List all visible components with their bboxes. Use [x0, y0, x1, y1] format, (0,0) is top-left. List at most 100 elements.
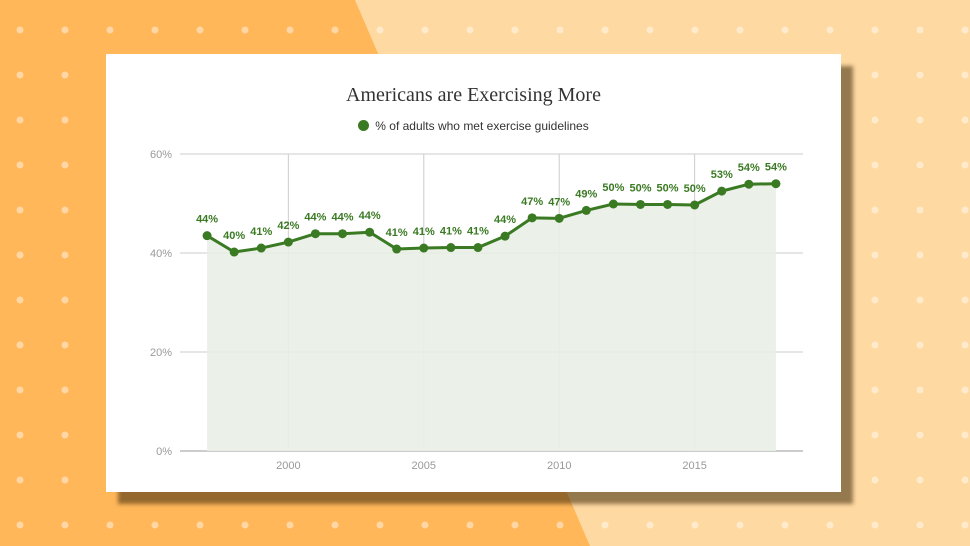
background-dot — [781, 26, 789, 34]
chart-card: Americans are Exercising More % of adult… — [106, 54, 841, 492]
background-dot — [16, 341, 24, 349]
background-dot — [916, 206, 924, 214]
y-tick-label: 0% — [156, 446, 172, 458]
background-dot — [421, 26, 429, 34]
background-dot — [196, 521, 204, 529]
data-label: 47% — [548, 196, 570, 208]
data-point — [663, 199, 673, 209]
background-dot — [961, 476, 969, 484]
background-dot — [16, 386, 24, 394]
background-dot — [691, 521, 699, 529]
background-dot — [421, 521, 429, 529]
data-point — [202, 231, 212, 241]
background-dot — [916, 341, 924, 349]
y-tick-label: 20% — [150, 347, 172, 359]
data-label: 54% — [765, 162, 787, 174]
background-dot — [16, 161, 24, 169]
background-dot — [61, 71, 69, 79]
background-dot — [916, 386, 924, 394]
legend-label: % of adults who met exercise guidelines — [375, 119, 589, 133]
background-dot — [826, 521, 834, 529]
background-dot — [961, 26, 969, 34]
background-dot — [61, 161, 69, 169]
background-dot — [241, 26, 249, 34]
data-point — [283, 237, 293, 247]
background-dot — [961, 341, 969, 349]
data-point — [635, 199, 645, 209]
data-point — [256, 243, 266, 253]
data-point — [338, 229, 348, 239]
background-dot — [871, 26, 879, 34]
background-dot — [151, 26, 159, 34]
background-dot — [961, 116, 969, 124]
y-tick-label: 40% — [150, 248, 172, 260]
background-dot — [376, 521, 384, 529]
data-point — [744, 179, 754, 189]
data-label: 49% — [575, 188, 597, 200]
background-dot — [466, 26, 474, 34]
chart-title: Americans are Exercising More — [346, 84, 601, 106]
background-dot — [61, 116, 69, 124]
background-dot — [601, 521, 609, 529]
background-dot — [16, 476, 24, 484]
background-dot — [871, 521, 879, 529]
x-tick-label: 2010 — [547, 460, 571, 472]
background-dot — [466, 521, 474, 529]
legend-marker — [358, 120, 370, 131]
x-tick-label: 2000 — [276, 460, 300, 472]
background-dot — [961, 386, 969, 394]
background-dot — [286, 521, 294, 529]
background-dot — [106, 521, 114, 529]
background-dot — [781, 521, 789, 529]
background-dot — [871, 296, 879, 304]
data-point — [229, 247, 239, 257]
data-point — [473, 243, 483, 253]
data-point — [310, 229, 320, 239]
background-dot — [916, 26, 924, 34]
background-dot — [151, 521, 159, 529]
background-dot — [376, 26, 384, 34]
background-dot — [61, 476, 69, 484]
data-point — [717, 186, 727, 196]
data-point — [392, 244, 402, 254]
background-dot — [331, 521, 339, 529]
background-dot — [961, 431, 969, 439]
background-dot — [601, 26, 609, 34]
background-dot — [331, 26, 339, 34]
data-label: 50% — [602, 182, 624, 194]
data-point — [446, 243, 456, 253]
background-dot — [736, 521, 744, 529]
background-dot — [61, 521, 69, 529]
data-label: 50% — [657, 182, 679, 194]
data-point — [771, 179, 781, 189]
background-dot — [106, 26, 114, 34]
background-dot — [16, 116, 24, 124]
background-dot — [916, 476, 924, 484]
background-dot — [16, 206, 24, 214]
data-point — [608, 199, 618, 209]
background-dot — [646, 521, 654, 529]
data-label: 44% — [332, 212, 354, 224]
background-dot — [916, 431, 924, 439]
background-dot — [871, 251, 879, 259]
data-point — [690, 200, 700, 210]
data-label: 41% — [467, 226, 489, 238]
background-dot — [241, 521, 249, 529]
background-dot — [646, 26, 654, 34]
background-dot — [16, 71, 24, 79]
data-label: 44% — [359, 210, 381, 222]
background-dot — [961, 71, 969, 79]
data-label: 44% — [494, 214, 516, 226]
background-dot — [16, 296, 24, 304]
background-dot — [871, 71, 879, 79]
data-label: 41% — [413, 226, 435, 238]
data-label: 41% — [440, 226, 462, 238]
data-point — [500, 231, 510, 241]
background-dot — [961, 296, 969, 304]
y-tick-label: 60% — [150, 149, 172, 161]
data-label: 40% — [223, 230, 245, 242]
background-dot — [61, 341, 69, 349]
background-dot — [196, 26, 204, 34]
background-dot — [916, 521, 924, 529]
series-area — [207, 183, 776, 451]
